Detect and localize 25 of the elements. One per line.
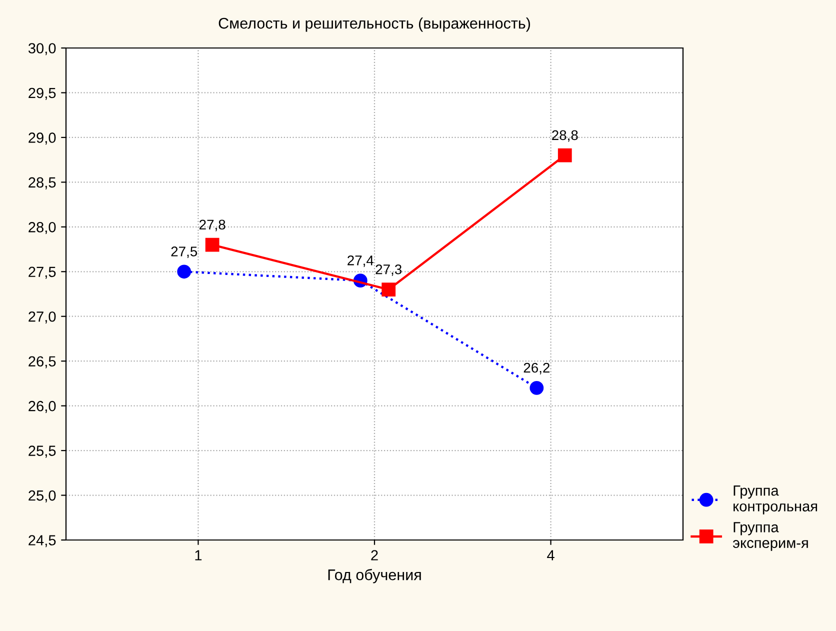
y-tick-label: 24,5 (28, 535, 56, 548)
y-tick-label: 28,5 (28, 177, 56, 190)
y-tick-label: 29,5 (28, 88, 56, 100)
data-label: 26,2 (524, 362, 550, 374)
y-tick-label: 26,5 (28, 356, 56, 368)
data-label: 27,3 (376, 264, 402, 276)
y-tick-label: 26,0 (28, 400, 56, 413)
x-tick-label: 4 (547, 550, 554, 560)
y-tick-label: 30,0 (28, 43, 56, 56)
legend-label: Группа контрольная (734, 486, 818, 514)
y-tick-label: 28,0 (28, 222, 56, 234)
x-tick-label: 1 (195, 550, 202, 560)
data-label: 27,5 (171, 246, 198, 258)
x-tick-label: 2 (371, 550, 378, 560)
y-tick-label: 27,0 (28, 311, 56, 324)
y-tick-label: 25,0 (28, 490, 56, 502)
data-label: 27,4 (348, 256, 374, 267)
y-tick-label: 29,0 (28, 132, 56, 145)
y-tick-label: 25,5 (28, 446, 56, 458)
data-label: 28,8 (552, 130, 578, 142)
x-axis-title: Год обучения (328, 568, 421, 584)
legend-label: Группа эксперим-я (732, 522, 808, 551)
data-label: 27,8 (200, 220, 226, 232)
chart-title: Смелость и решительность (выраженность) (218, 17, 530, 32)
y-tick-label: 27,5 (28, 266, 56, 279)
